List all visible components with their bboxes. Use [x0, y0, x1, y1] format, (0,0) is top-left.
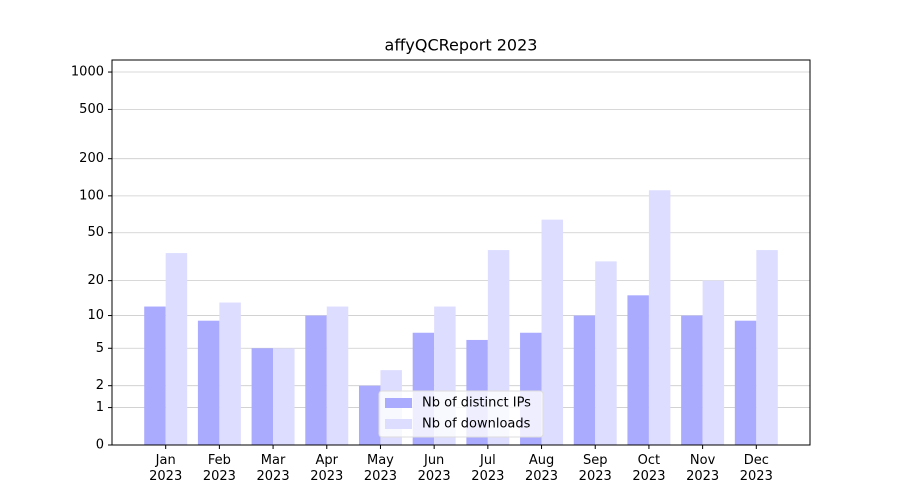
bar	[251, 348, 274, 445]
y-tick-label: 0	[96, 438, 104, 453]
y-tick-label: 1	[96, 400, 104, 415]
x-tick-label: Oct 2023	[632, 453, 666, 484]
bar	[627, 295, 649, 445]
bar	[165, 253, 188, 445]
bar	[648, 190, 671, 445]
x-tick-label: Dec 2023	[739, 453, 773, 484]
bar	[219, 302, 241, 445]
bar	[681, 315, 703, 445]
legend-label: Nb of distinct IPs	[422, 396, 531, 411]
chart-title: affyQCReport 2023	[385, 36, 538, 55]
legend-swatch	[385, 398, 412, 408]
plot-frame	[111, 59, 811, 446]
x-tick-label: Mar 2023	[256, 453, 290, 484]
legend-swatch	[385, 419, 412, 429]
y-tick-label: 20	[87, 273, 104, 288]
y-tick-label: 5	[96, 341, 104, 356]
bar	[756, 250, 778, 445]
bar	[305, 315, 327, 445]
y-tick-label: 2	[96, 378, 104, 393]
x-tick-label: May 2023	[363, 453, 397, 484]
y-tick-label: 50	[87, 225, 104, 240]
x-tick-label: Aug 2023	[524, 453, 559, 484]
bar	[541, 219, 564, 445]
x-tick-label: Nov 2023	[686, 453, 720, 484]
bar	[273, 348, 295, 445]
bar	[734, 320, 757, 445]
legend-box	[378, 390, 544, 438]
x-tick-label: Jul 2023	[471, 453, 505, 484]
bar	[358, 385, 381, 445]
bar	[573, 315, 596, 445]
bar	[326, 306, 349, 445]
bar	[702, 280, 725, 445]
y-tick-label: 200	[79, 151, 104, 166]
y-tick-label: 500	[79, 102, 104, 117]
y-tick-label: 1000	[71, 65, 104, 80]
bar	[144, 306, 166, 445]
x-tick-label: Jan 2023	[149, 453, 183, 484]
x-tick-label: Feb 2023	[202, 453, 236, 484]
x-tick-label: Jun 2023	[417, 453, 451, 484]
bar	[595, 261, 617, 445]
y-tick-label: 10	[87, 308, 104, 323]
bar	[197, 320, 220, 445]
x-tick-label: Sep 2023	[578, 453, 612, 484]
y-tick-label: 100	[79, 188, 104, 203]
legend-label: Nb of downloads	[422, 417, 531, 432]
x-tick-label: Apr 2023	[310, 453, 344, 484]
